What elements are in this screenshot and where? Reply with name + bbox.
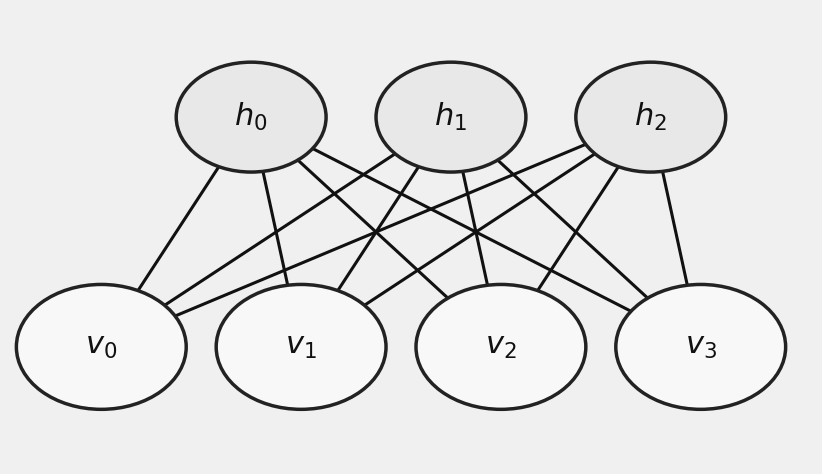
Ellipse shape [576,62,726,172]
Text: $\mathit{v}_{3}$: $\mathit{v}_{3}$ [685,332,717,361]
Ellipse shape [216,284,386,410]
Text: $\mathit{v}_{0}$: $\mathit{v}_{0}$ [85,332,118,361]
Ellipse shape [16,284,187,410]
Text: $\mathit{h}_{2}$: $\mathit{h}_{2}$ [635,101,667,133]
Text: $\mathit{v}_{2}$: $\mathit{v}_{2}$ [485,332,517,361]
Text: $\mathit{v}_{1}$: $\mathit{v}_{1}$ [285,332,317,361]
Ellipse shape [376,62,526,172]
Ellipse shape [176,62,326,172]
Text: $\mathit{h}_{1}$: $\mathit{h}_{1}$ [435,101,468,133]
Ellipse shape [416,284,586,410]
Ellipse shape [616,284,786,410]
Text: $\mathit{h}_{0}$: $\mathit{h}_{0}$ [234,101,268,133]
